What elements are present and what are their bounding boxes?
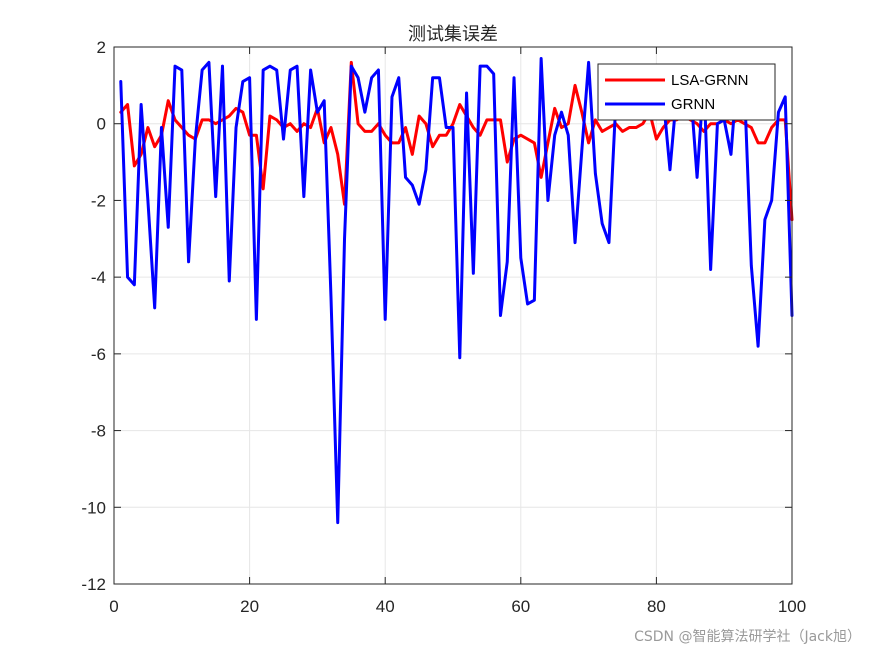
y-tick-label: 0 (97, 115, 106, 134)
legend: LSA-GRNN GRNN (597, 63, 776, 121)
y-tick-label: -12 (81, 575, 106, 594)
legend-label-lsa-grnn: LSA-GRNN (671, 72, 749, 89)
legend-label-grnn: GRNN (671, 96, 715, 113)
y-tick-label: 2 (97, 38, 106, 57)
y-tick-label: -2 (91, 191, 106, 210)
chart-title: 测试集误差 (408, 24, 498, 45)
legend-box (597, 63, 776, 121)
y-tick-label: -6 (91, 345, 106, 364)
x-tick-label: 100 (778, 597, 806, 616)
watermark: CSDN @智能算法研学社（Jack旭） (634, 629, 861, 645)
y-tick-label: -4 (91, 268, 106, 287)
x-tick-label: 0 (109, 597, 118, 616)
x-tick-label: 20 (240, 597, 259, 616)
y-tick-label: -10 (81, 498, 106, 517)
axes: 0 20 40 60 80 100 -12 -10 -8 -6 -4 -2 0 2 (81, 38, 806, 616)
x-tick-label: 60 (511, 597, 530, 616)
x-tick-label: 80 (647, 597, 666, 616)
y-tick-label: -8 (91, 422, 106, 441)
x-tick-label: 40 (376, 597, 395, 616)
ticks (113, 46, 793, 585)
axes-frame (113, 46, 793, 585)
tick-labels: 0 20 40 60 80 100 -12 -10 -8 -6 -4 -2 0 2 (81, 38, 806, 616)
legend-items: LSA-GRNN GRNN (605, 72, 749, 113)
